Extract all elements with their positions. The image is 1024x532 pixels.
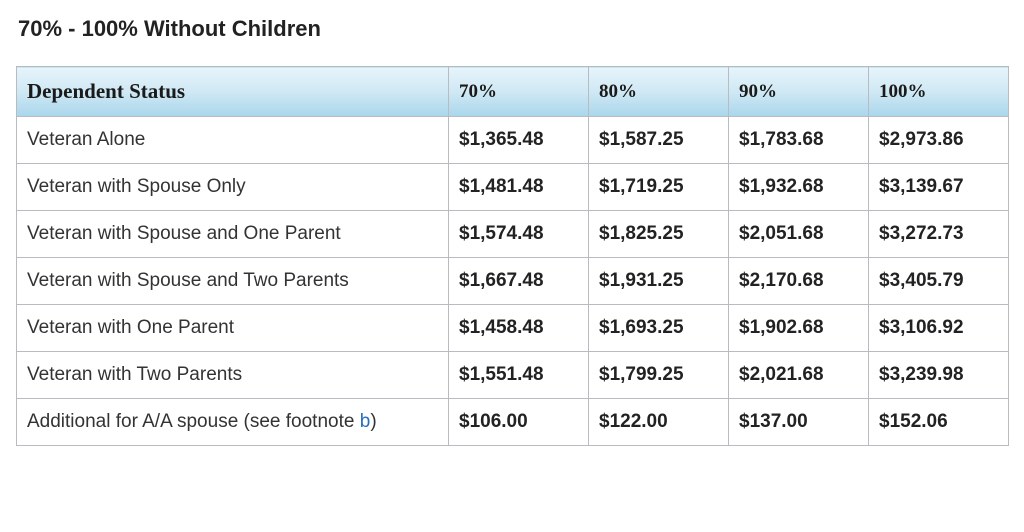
cell-value: $1,799.25 — [589, 352, 729, 399]
table-row: Veteran Alone $1,365.48 $1,587.25 $1,783… — [17, 117, 1009, 164]
row-label: Veteran with One Parent — [17, 305, 449, 352]
row-label: Veteran with Spouse and Two Parents — [17, 258, 449, 305]
row-label: Additional for A/A spouse (see footnote … — [17, 399, 449, 446]
table-row: Additional for A/A spouse (see footnote … — [17, 399, 1009, 446]
cell-value: $2,170.68 — [729, 258, 869, 305]
cell-value: $1,667.48 — [449, 258, 589, 305]
table-row: Veteran with One Parent $1,458.48 $1,693… — [17, 305, 1009, 352]
cell-value: $1,825.25 — [589, 211, 729, 258]
cell-value: $1,783.68 — [729, 117, 869, 164]
table-row: Veteran with Spouse and Two Parents $1,6… — [17, 258, 1009, 305]
cell-value: $3,106.92 — [869, 305, 1009, 352]
footnote-link-b[interactable]: b — [360, 411, 371, 432]
cell-value: $1,719.25 — [589, 164, 729, 211]
column-header-90: 90% — [729, 67, 869, 117]
row-label: Veteran with Spouse and One Parent — [17, 211, 449, 258]
table-row: Veteran with Spouse Only $1,481.48 $1,71… — [17, 164, 1009, 211]
cell-value: $2,973.86 — [869, 117, 1009, 164]
cell-value: $1,693.25 — [589, 305, 729, 352]
column-header-80: 80% — [589, 67, 729, 117]
column-header-status: Dependent Status — [17, 67, 449, 117]
cell-value: $1,902.68 — [729, 305, 869, 352]
cell-value: $1,551.48 — [449, 352, 589, 399]
rates-table: Dependent Status 70% 80% 90% 100% Vetera… — [16, 66, 1009, 446]
column-header-70: 70% — [449, 67, 589, 117]
row-label: Veteran with Spouse Only — [17, 164, 449, 211]
table-header-row: Dependent Status 70% 80% 90% 100% — [17, 67, 1009, 117]
cell-value: $1,931.25 — [589, 258, 729, 305]
cell-value: $2,021.68 — [729, 352, 869, 399]
page-title: 70% - 100% Without Children — [18, 16, 1008, 42]
cell-value: $1,587.25 — [589, 117, 729, 164]
row-label: Veteran with Two Parents — [17, 352, 449, 399]
cell-value: $122.00 — [589, 399, 729, 446]
cell-value: $3,272.73 — [869, 211, 1009, 258]
cell-value: $1,932.68 — [729, 164, 869, 211]
row-label: Veteran Alone — [17, 117, 449, 164]
cell-value: $1,481.48 — [449, 164, 589, 211]
cell-value: $3,405.79 — [869, 258, 1009, 305]
cell-value: $2,051.68 — [729, 211, 869, 258]
cell-value: $137.00 — [729, 399, 869, 446]
cell-value: $3,239.98 — [869, 352, 1009, 399]
cell-value: $1,574.48 — [449, 211, 589, 258]
cell-value: $106.00 — [449, 399, 589, 446]
cell-value: $3,139.67 — [869, 164, 1009, 211]
row-label-suffix: ) — [370, 411, 376, 432]
cell-value: $1,458.48 — [449, 305, 589, 352]
cell-value: $1,365.48 — [449, 117, 589, 164]
column-header-100: 100% — [869, 67, 1009, 117]
cell-value: $152.06 — [869, 399, 1009, 446]
table-row: Veteran with Spouse and One Parent $1,57… — [17, 211, 1009, 258]
row-label-prefix: Additional for A/A spouse (see footnote — [27, 411, 360, 432]
table-row: Veteran with Two Parents $1,551.48 $1,79… — [17, 352, 1009, 399]
